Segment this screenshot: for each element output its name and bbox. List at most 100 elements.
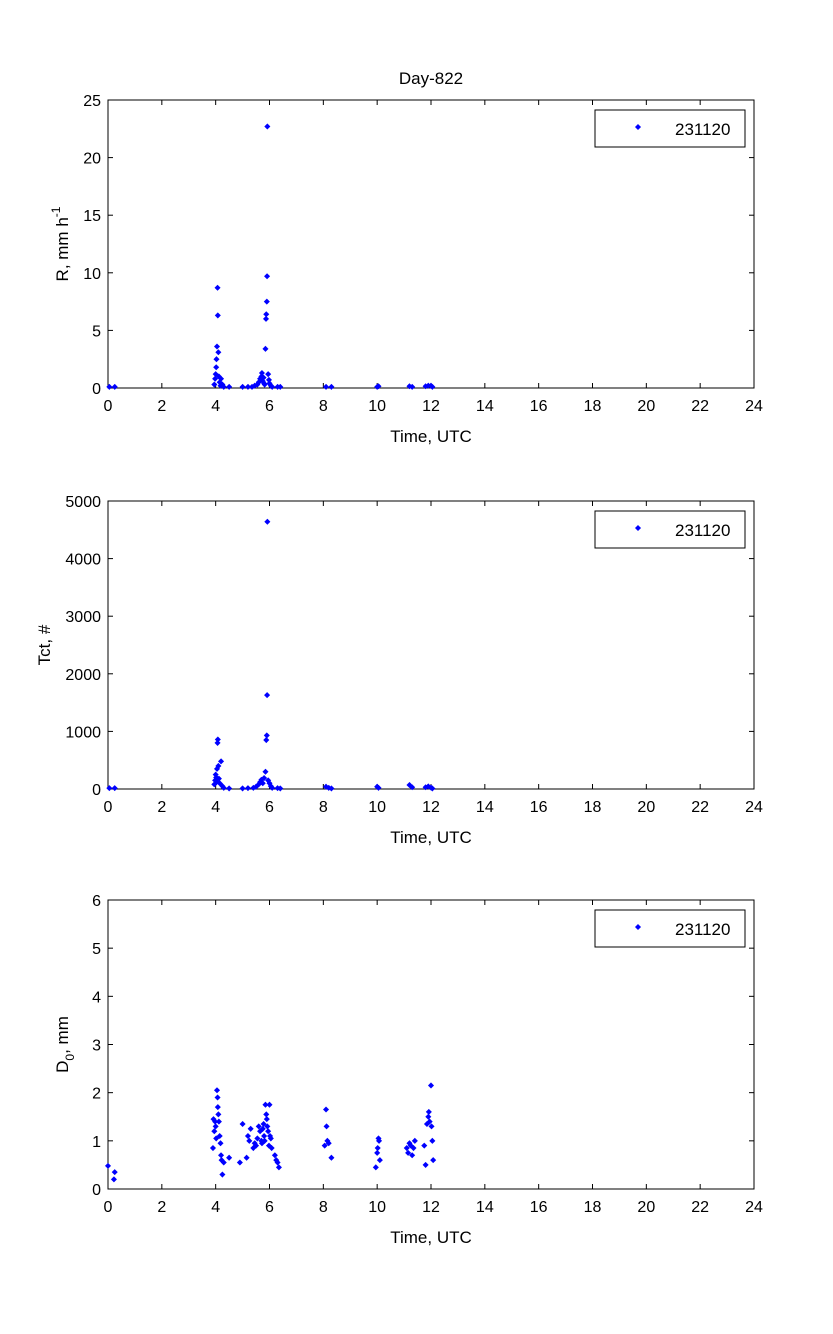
data-point — [261, 1137, 268, 1144]
chart-title: Day-822 — [399, 69, 463, 88]
data-point — [265, 1128, 272, 1135]
legend-box — [594, 510, 746, 549]
data-point — [261, 775, 268, 782]
data-point — [428, 1123, 435, 1130]
legend-label: 231120 — [675, 120, 730, 139]
x-tick-label: 8 — [319, 398, 328, 415]
data-point — [111, 785, 118, 792]
data-point — [213, 1087, 221, 1094]
data-point — [271, 1152, 278, 1159]
data-point — [213, 364, 220, 371]
data-point — [323, 383, 330, 390]
data-point — [259, 780, 266, 787]
data-point — [429, 785, 436, 792]
x-axis-label: Time, UTC — [390, 427, 472, 446]
x-tick-label: 4 — [211, 799, 220, 816]
data-point — [226, 785, 233, 792]
data-point — [374, 1149, 381, 1156]
data-point — [216, 1132, 223, 1140]
x-tick-label: 24 — [745, 799, 763, 816]
x-tick-label: 14 — [476, 799, 494, 816]
legend-label: 231120 — [675, 521, 730, 540]
x-tick-label: 18 — [584, 1199, 602, 1216]
y-tick-label: 5000 — [65, 494, 101, 511]
data-point — [246, 1137, 253, 1144]
data-point — [429, 1137, 436, 1144]
y-tick-label: 15 — [83, 208, 101, 225]
legend: 231120 — [594, 909, 746, 948]
y-tick-label: 1000 — [65, 724, 101, 741]
data-point — [220, 383, 227, 390]
data-point — [375, 784, 382, 791]
x-tick-label: 24 — [745, 1199, 763, 1216]
y-tick-label: 2000 — [65, 667, 101, 684]
x-tick-label: 8 — [319, 799, 328, 816]
data-point — [212, 1123, 219, 1130]
x-axis-label: Time, UTC — [390, 828, 472, 847]
data-point — [411, 1137, 418, 1144]
x-tick-label: 14 — [476, 1199, 494, 1216]
y-axis-label-text: R, mm h — [53, 217, 72, 281]
data-point — [426, 1118, 433, 1125]
data-point — [236, 1159, 243, 1166]
legend-marker — [634, 524, 642, 532]
data-point — [376, 1157, 383, 1164]
data-point — [374, 1145, 381, 1152]
x-tick-label: 8 — [319, 1199, 328, 1216]
data-point — [410, 1145, 417, 1152]
data-point — [244, 383, 251, 390]
y-axis-label-subscript: 0 — [63, 1054, 77, 1061]
chart-panel-2: 0 2 4 6 8 10 12 14 16 18 20 22 240100020003000400050… — [35, 494, 763, 847]
x-tick-label: 10 — [368, 799, 386, 816]
data-point — [409, 784, 416, 791]
data-point — [268, 1145, 275, 1152]
y-tick-label: 20 — [83, 151, 101, 168]
data-point — [263, 311, 270, 318]
x-tick-label: 4 — [211, 1199, 220, 1216]
x-tick-label: 0 — [104, 799, 113, 816]
data-point — [212, 371, 219, 378]
data-point — [267, 1135, 274, 1142]
data-point — [106, 383, 113, 390]
data-point — [263, 737, 270, 744]
data-point — [214, 1104, 221, 1111]
data-point — [220, 1159, 227, 1166]
data-point — [325, 1140, 332, 1147]
data-point — [376, 1137, 383, 1144]
data-point — [429, 383, 436, 390]
y-tick-label: 10 — [83, 266, 101, 283]
legend-box — [594, 109, 746, 148]
y-tick-label: 2 — [92, 1086, 101, 1103]
data-point — [422, 1161, 429, 1168]
y-tick-label: 3000 — [65, 609, 101, 626]
data-point — [260, 1120, 267, 1127]
y-tick-label: 4000 — [65, 552, 101, 569]
data-point — [226, 1154, 233, 1161]
y-axis-label-superscript: -1 — [49, 206, 63, 217]
data-point — [264, 123, 271, 130]
data-point — [403, 1145, 410, 1152]
data-point — [262, 1101, 269, 1108]
data-point — [263, 298, 270, 305]
data-point — [226, 383, 233, 390]
data-point — [409, 383, 416, 390]
data-point — [215, 762, 222, 769]
x-tick-label: 18 — [584, 799, 602, 816]
data-point — [111, 383, 118, 390]
data-point — [425, 1108, 432, 1115]
x-tick-label: 12 — [422, 1199, 440, 1216]
legend-label: 231120 — [675, 920, 730, 939]
data-point — [244, 1132, 251, 1140]
data-point — [215, 349, 222, 356]
x-tick-label: 12 — [422, 799, 440, 816]
x-tick-label: 2 — [157, 398, 166, 415]
y-axis-label-text: Tct, # — [35, 624, 54, 665]
x-tick-label: 20 — [637, 398, 655, 415]
data-point — [217, 1140, 224, 1147]
x-tick-label: 22 — [691, 799, 709, 816]
data-point — [253, 1142, 260, 1149]
